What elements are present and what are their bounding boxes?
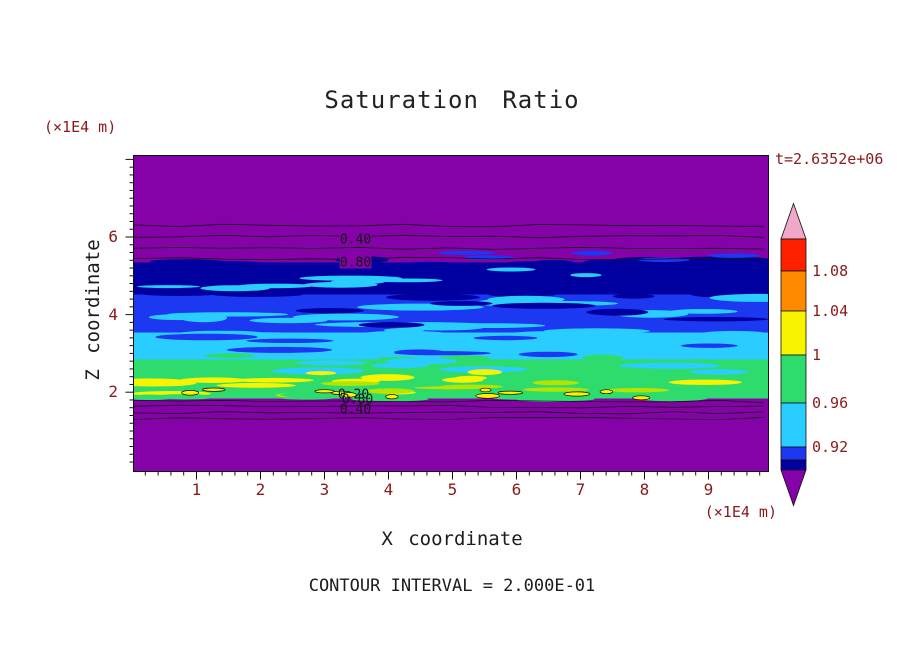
- svg-text:0.40: 0.40: [340, 403, 371, 418]
- contour-field: 0.400.800.200.800.40: [133, 155, 769, 472]
- x-tick-label: 9: [703, 480, 714, 499]
- time-label: t=2.6352e+06: [775, 150, 884, 168]
- x-tick-label: 2: [255, 480, 266, 499]
- colorbar-tick-label: 0.96: [812, 394, 849, 412]
- y-axis-unit: (×1E4 m): [44, 118, 117, 136]
- contour-plot-canvas: 0.400.800.200.800.40: [125, 155, 769, 480]
- x-tick-label: 8: [639, 480, 650, 499]
- x-tick-label: 6: [511, 480, 522, 499]
- svg-text:0.20: 0.20: [338, 388, 369, 403]
- y-tick-label: 4: [108, 304, 118, 324]
- colorbar-tick-label: 1.04: [812, 302, 849, 320]
- colorbar-tick-label: 0.92: [812, 438, 849, 456]
- x-tick-label: 7: [575, 480, 586, 499]
- y-tick-label: 6: [108, 227, 118, 246]
- svg-text:0.80: 0.80: [342, 393, 373, 408]
- axes-ticks: [125, 155, 769, 480]
- contour-interval-note: CONTOUR INTERVAL = 2.000E-01: [308, 576, 596, 596]
- x-tick-label: 1: [191, 480, 202, 499]
- x-axis-label: X coordinate: [381, 528, 523, 550]
- plot-title: Saturation Ratio: [324, 86, 580, 114]
- svg-text:0.40: 0.40: [340, 233, 371, 248]
- x-tick-label: 4: [383, 480, 394, 499]
- colorbar-tick-label: 1.08: [812, 262, 849, 280]
- x-axis-unit: (×1E4 m): [704, 503, 777, 521]
- x-tick-label: 3: [319, 480, 330, 499]
- svg-text:0.80: 0.80: [340, 256, 371, 271]
- x-tick-label: 5: [447, 480, 458, 499]
- y-tick-label: 2: [108, 382, 118, 402]
- colorbar-tick-label: 1: [812, 346, 822, 364]
- colorbar: [780, 202, 807, 507]
